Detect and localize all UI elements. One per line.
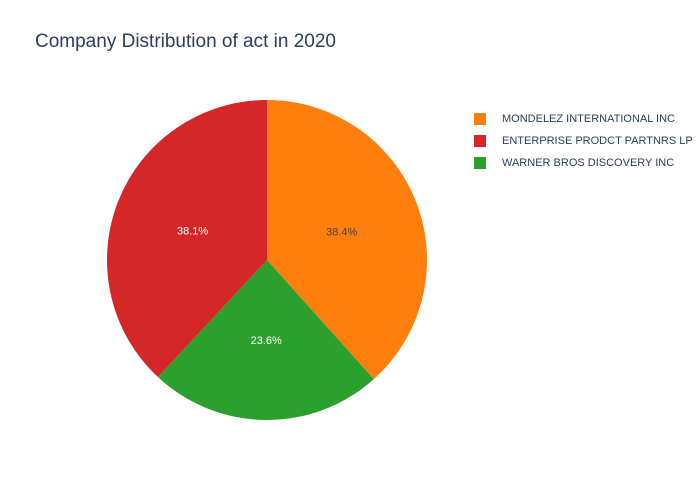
legend-label: ENTERPRISE PRODCT PARTNRS LP	[502, 135, 693, 147]
pie-slice[interactable]	[107, 100, 267, 378]
slice-percent-label: 38.4%	[326, 226, 357, 238]
legend-label: WARNER BROS DISCOVERY INC	[502, 157, 675, 169]
legend-item[interactable]: ENTERPRISE PRODCT PARTNRS LP	[474, 130, 693, 152]
legend-swatch	[474, 135, 486, 147]
legend-swatch	[474, 113, 486, 125]
chart-title: Company Distribution of act in 2020	[35, 31, 336, 52]
slice-percent-label: 38.1%	[177, 226, 208, 238]
pie-slice[interactable]	[267, 100, 428, 380]
legend-item[interactable]: MONDELEZ INTERNATIONAL INC	[474, 108, 693, 130]
legend-swatch	[474, 157, 486, 169]
slice-percent-label: 23.6%	[251, 335, 282, 347]
legend-item[interactable]: WARNER BROS DISCOVERY INC	[474, 152, 693, 174]
legend: MONDELEZ INTERNATIONAL INC ENTERPRISE PR…	[474, 108, 693, 174]
legend-label: MONDELEZ INTERNATIONAL INC	[502, 113, 675, 125]
pie-slice[interactable]	[157, 260, 374, 420]
